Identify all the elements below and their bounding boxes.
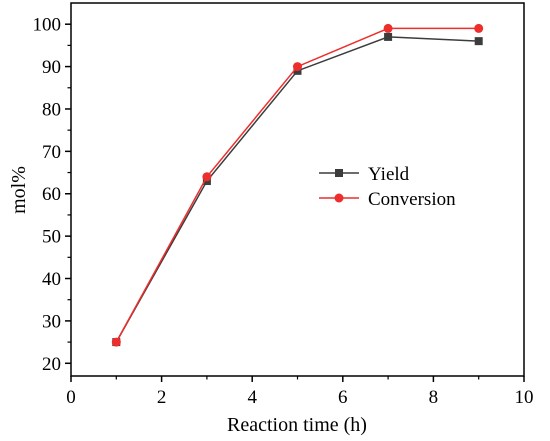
- y-tick-label: 90: [42, 57, 61, 78]
- data-point-conversion: [293, 62, 302, 72]
- data-point-yield: [384, 32, 393, 41]
- series-line-conversion: [115, 27, 479, 343]
- y-tick-label: 100: [33, 15, 62, 36]
- plot-frame: [70, 2, 525, 377]
- y-tick-label: 80: [42, 99, 61, 120]
- x-tick-label: 4: [247, 387, 257, 408]
- x-axis-title: Reaction time (h): [227, 414, 367, 436]
- y-tick-label: 70: [42, 142, 61, 163]
- legend-label-yield: Yield: [368, 164, 410, 185]
- x-tick-label: 0: [66, 387, 76, 408]
- data-point-yield: [474, 37, 483, 46]
- axis-ticks: [65, 23, 525, 382]
- data-point-conversion: [474, 23, 484, 33]
- y-axis-title: mol%: [8, 166, 30, 214]
- x-tick-label: 6: [338, 387, 348, 408]
- y-tick-label: 40: [42, 269, 61, 290]
- y-tick-label: 30: [42, 311, 61, 332]
- axis-tick-labels: 0 2 4 6 8 10 20 30 40 50 60 70 80 90 100: [33, 15, 534, 408]
- x-tick-label: 8: [429, 387, 439, 408]
- series-layer: [111, 23, 484, 347]
- legend: Yield Conversion: [319, 164, 456, 210]
- x-tick-label: 10: [515, 387, 534, 408]
- legend-marker-yield: [335, 169, 343, 177]
- y-tick-label: 50: [42, 227, 61, 248]
- data-point-conversion: [111, 337, 121, 347]
- x-tick-label: 2: [157, 387, 167, 408]
- legend-marker-conversion: [334, 193, 344, 203]
- legend-label-conversion: Conversion: [368, 189, 456, 210]
- y-tick-label: 20: [42, 354, 61, 375]
- data-point-conversion: [383, 23, 393, 33]
- data-point-conversion: [202, 172, 212, 182]
- y-tick-label: 60: [42, 184, 61, 205]
